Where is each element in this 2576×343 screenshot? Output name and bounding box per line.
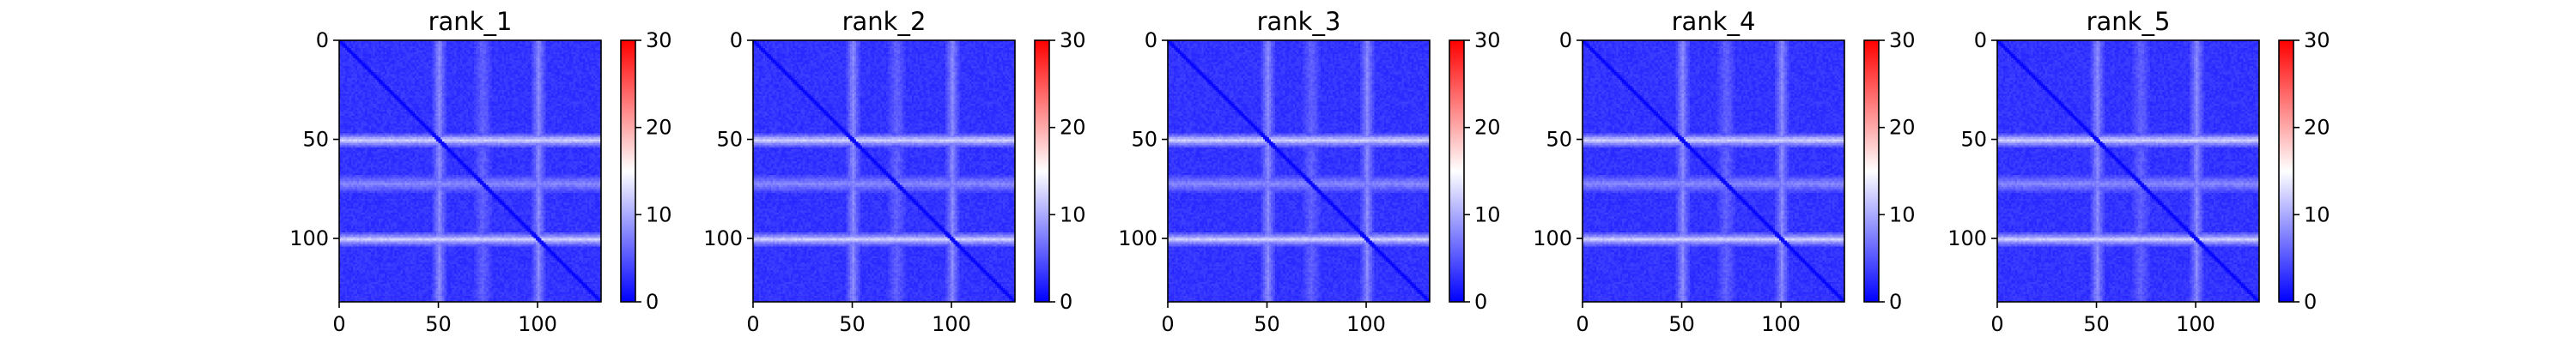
x-tick-label: 100 <box>518 312 557 336</box>
heatmap-panel: rank_1 0 50 100 0 50 100 0 10 20 30 <box>289 7 671 336</box>
y-tick-label: 100 <box>289 226 329 250</box>
colorbar <box>1449 40 1464 302</box>
heatmap-frame <box>1167 39 1431 303</box>
x-tick-label: 50 <box>1254 312 1280 336</box>
y-tick-label: 100 <box>1947 226 1987 250</box>
panel-title: rank_2 <box>842 7 927 36</box>
colorbar-tick-label: 20 <box>646 116 672 140</box>
y-tick-label: 100 <box>703 226 743 250</box>
colorbar-tick-label: 20 <box>2304 116 2330 140</box>
colorbar-tick-label: 10 <box>1474 202 1501 226</box>
x-tick-label: 100 <box>2176 312 2215 336</box>
y-tick-label: 100 <box>1533 226 1572 250</box>
colorbar-frame <box>620 39 636 303</box>
colorbar-tick-label: 20 <box>1474 116 1501 140</box>
heatmap-image <box>1997 40 2259 302</box>
y-tick-label: 50 <box>1546 128 1572 152</box>
colorbar <box>1035 40 1049 302</box>
heatmap-frame <box>338 39 602 303</box>
colorbar-tick-label: 30 <box>1060 28 1086 52</box>
heatmap-image <box>753 40 1015 302</box>
heatmap-frame <box>1582 39 1845 303</box>
x-tick-label: 50 <box>839 312 866 336</box>
colorbar-frame <box>2278 39 2294 303</box>
colorbar-tick-label: 0 <box>1889 290 1902 314</box>
colorbar-frame <box>1449 39 1465 303</box>
x-tick-label: 50 <box>2083 312 2110 336</box>
x-tick-label: 0 <box>1576 312 1589 336</box>
x-tick-label: 0 <box>746 312 759 336</box>
y-tick-label: 0 <box>1559 28 1572 52</box>
y-tick-label: 0 <box>730 28 743 52</box>
y-tick-label: 50 <box>1960 128 1987 152</box>
colorbar-tick-label: 30 <box>1474 28 1501 52</box>
y-tick-label: 0 <box>1145 28 1157 52</box>
colorbar-tick-label: 30 <box>646 28 672 52</box>
x-tick-label: 100 <box>1761 312 1801 336</box>
colorbar <box>621 40 635 302</box>
colorbar-tick-label: 0 <box>1474 290 1487 314</box>
colorbar <box>2279 40 2293 302</box>
heatmap-panel: rank_3 0 50 100 0 50 100 0 10 20 30 <box>1118 7 1500 336</box>
heatmap-frame <box>1996 39 2260 303</box>
x-tick-label: 0 <box>1161 312 1174 336</box>
colorbar <box>1864 40 1879 302</box>
colorbar-tick-label: 20 <box>1889 116 1916 140</box>
y-tick-label: 50 <box>1131 128 1157 152</box>
y-tick-label: 50 <box>716 128 743 152</box>
y-tick-label: 0 <box>1974 28 1987 52</box>
colorbar-tick-label: 30 <box>2304 28 2330 52</box>
heatmap-panel: rank_2 0 50 100 0 50 100 0 10 20 30 <box>703 7 1085 336</box>
colorbar-tick-label: 10 <box>1060 202 1086 226</box>
y-tick-label: 50 <box>302 128 329 152</box>
heatmap-image <box>1583 40 1844 302</box>
colorbar-tick-label: 0 <box>646 290 659 314</box>
colorbar-tick-label: 0 <box>2304 290 2317 314</box>
x-tick-label: 50 <box>425 312 452 336</box>
y-tick-label: 100 <box>1118 226 1157 250</box>
x-tick-label: 100 <box>932 312 971 336</box>
heatmap-image <box>339 40 601 302</box>
panel-title: rank_1 <box>428 7 513 36</box>
colorbar-tick-label: 30 <box>1889 28 1916 52</box>
x-tick-label: 0 <box>332 312 345 336</box>
heatmap-frame <box>752 39 1016 303</box>
heatmap-panel: rank_4 0 50 100 0 50 100 0 10 20 30 <box>1533 7 1915 336</box>
heatmap-panel: rank_5 0 50 100 0 50 100 0 10 20 30 <box>1947 7 2330 336</box>
x-tick-label: 100 <box>1346 312 1386 336</box>
y-tick-label: 0 <box>316 28 329 52</box>
colorbar-tick-label: 10 <box>646 202 672 226</box>
x-tick-label: 50 <box>1668 312 1695 336</box>
colorbar-tick-label: 0 <box>1060 290 1072 314</box>
colorbar-frame <box>1034 39 1050 303</box>
panel-title: rank_3 <box>1257 7 1341 36</box>
colorbar-tick-label: 20 <box>1060 116 1086 140</box>
panel-title: rank_5 <box>2087 7 2171 36</box>
panel-title: rank_4 <box>1672 7 1756 36</box>
x-tick-label: 0 <box>1990 312 2003 336</box>
colorbar-tick-label: 10 <box>1889 202 1916 226</box>
heatmap-image <box>1168 40 1430 302</box>
colorbar-tick-label: 10 <box>2304 202 2330 226</box>
colorbar-frame <box>1863 39 1880 303</box>
